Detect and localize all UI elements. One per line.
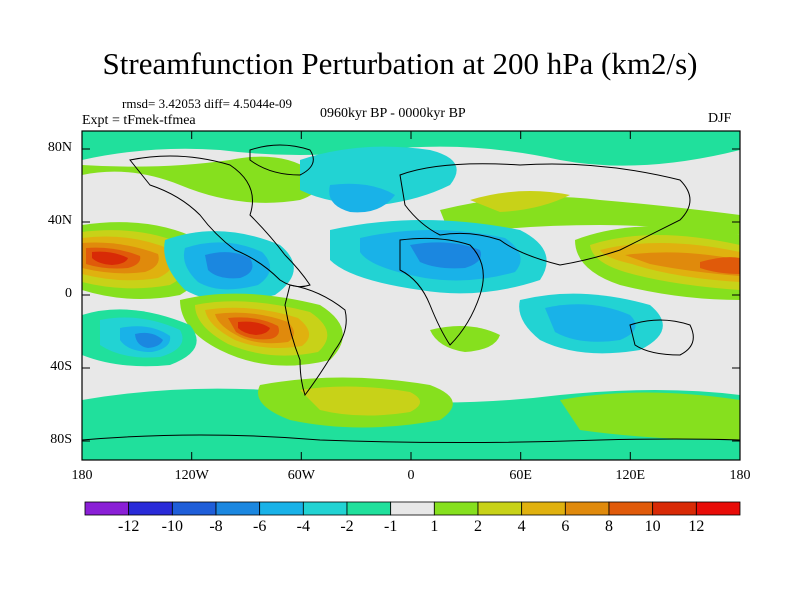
colorbar-label: -2	[340, 518, 354, 535]
colorbar-swatch	[259, 501, 304, 516]
colorbar-swatch	[171, 501, 217, 516]
colorbar	[84, 501, 741, 516]
colorbar-swatch	[84, 501, 130, 516]
lat-tick-label: 0	[65, 286, 72, 301]
colorbar-label: -1	[383, 518, 398, 535]
stats-label: rmsd= 3.42053 diff= 4.5044e-09	[122, 96, 293, 111]
period-label: 0960kyr BP - 0000kyr BP	[320, 106, 466, 121]
map-title: Streamfunction Perturbation at 200 hPa (…	[102, 46, 698, 81]
lat-tick-label: 40N	[47, 213, 72, 228]
lat-tick-label: 80S	[50, 432, 72, 447]
colorbar-swatch	[433, 501, 479, 516]
colorbar-swatch	[128, 501, 173, 516]
lon-tick-label: 180	[71, 468, 93, 483]
colorbar-swatch	[302, 501, 348, 516]
colorbar-swatch	[390, 501, 435, 516]
contour-field	[82, 131, 740, 460]
colorbar-swatch	[652, 501, 697, 516]
season-label: DJF	[708, 111, 732, 126]
colorbar-swatch	[564, 501, 610, 516]
lat-tick-label: 40S	[50, 359, 72, 374]
colorbar-label: -12	[117, 518, 140, 535]
colorbar-swatch	[477, 501, 523, 516]
lat-tick-label: 80N	[47, 140, 72, 155]
lon-tick-label: 180	[729, 468, 751, 483]
colorbar-label: 8	[605, 518, 613, 535]
colorbar-swatch	[695, 501, 741, 516]
colorbar-label: -8	[209, 518, 223, 535]
colorbar-label: 2	[474, 518, 482, 535]
axis-ticks	[82, 131, 740, 460]
colorbar-label: 4	[517, 518, 526, 535]
colorbar-swatch	[608, 501, 654, 516]
colorbar-swatch	[521, 501, 566, 516]
lon-tick-label: 120E	[615, 468, 646, 483]
lon-tick-label: 120W	[174, 468, 209, 483]
colorbar-label: 12	[688, 518, 705, 535]
colorbar-swatch	[215, 501, 261, 516]
lon-tick-label: 60W	[287, 468, 315, 483]
colorbar-label: 6	[561, 518, 570, 535]
colorbar-label: -4	[296, 518, 310, 535]
colorbar-label: 1	[430, 518, 439, 535]
experiment-label: Expt = tFmek-tfmea	[82, 113, 196, 128]
lon-tick-label: 0	[407, 468, 415, 483]
colorbar-label: -6	[252, 518, 267, 535]
colorbar-label: 10	[644, 518, 661, 535]
lon-tick-label: 60E	[509, 468, 532, 483]
colorbar-label: -10	[161, 518, 183, 535]
coastlines	[82, 144, 740, 443]
colorbar-swatch	[346, 501, 392, 516]
